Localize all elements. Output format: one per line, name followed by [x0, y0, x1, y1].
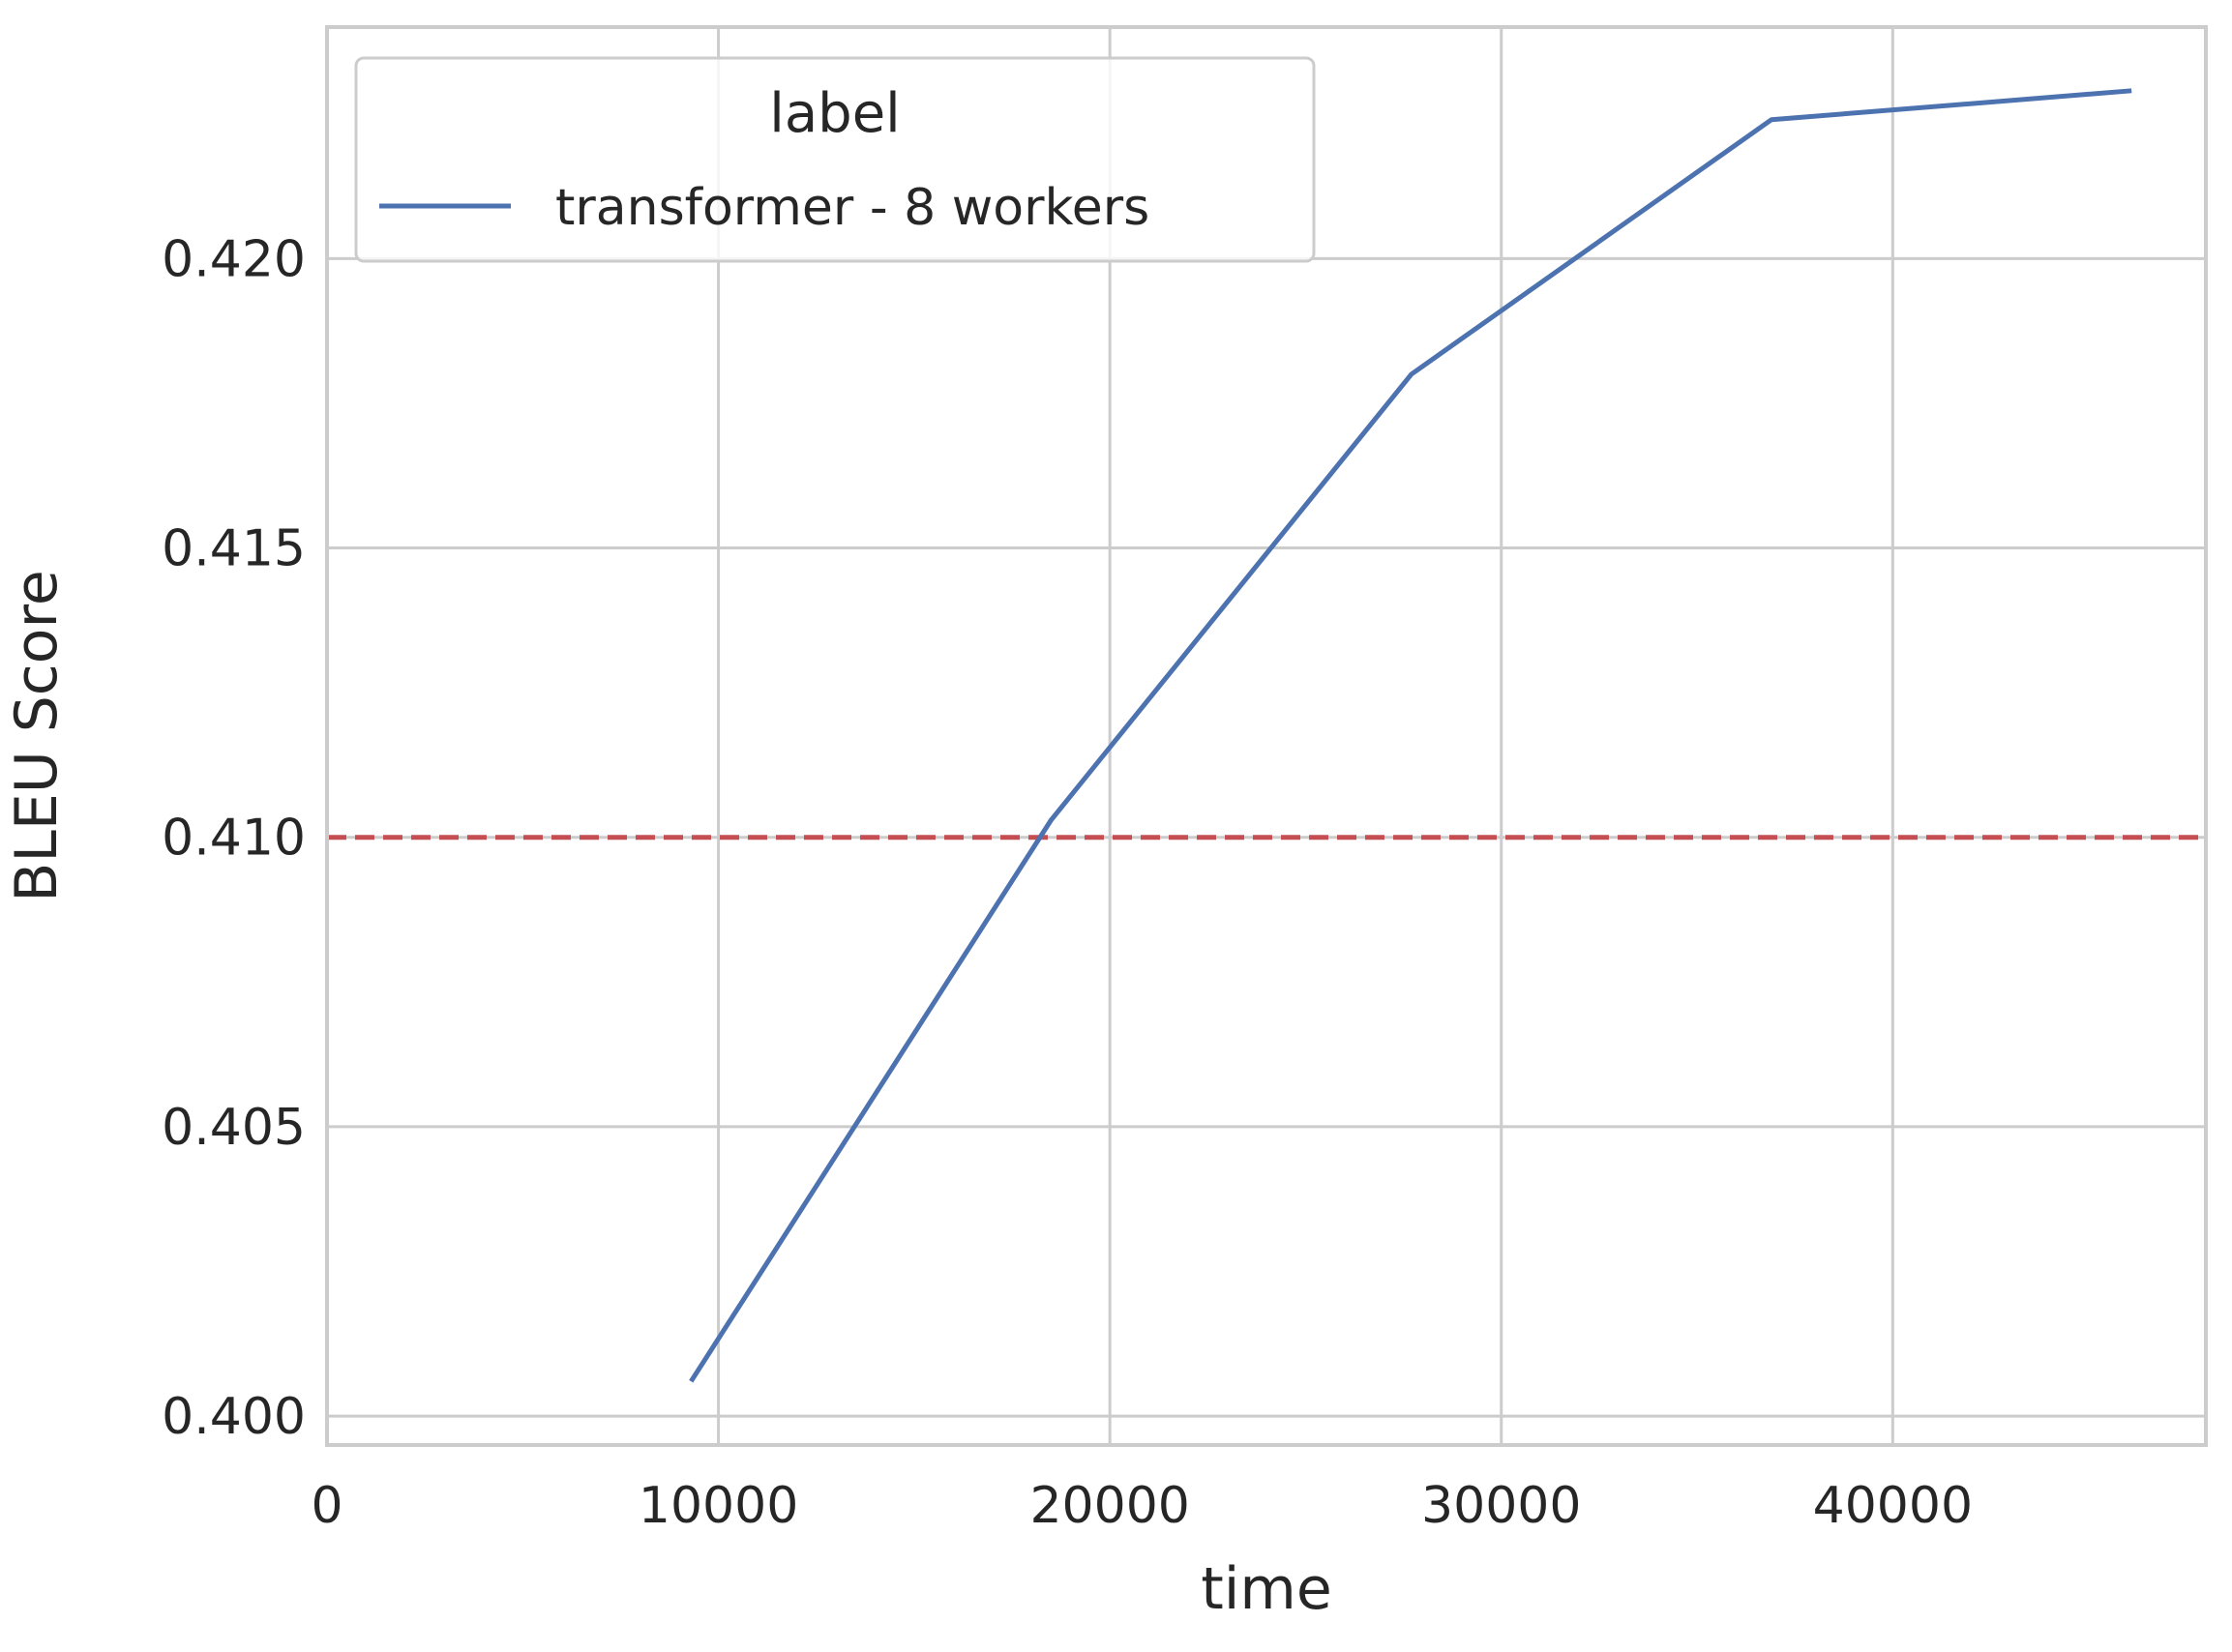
x-tick-label: 0	[311, 1477, 342, 1535]
y-tick-labels: 0.400 0.405 0.410 0.415 0.420	[162, 230, 306, 1446]
y-tick-label: 0.405	[162, 1099, 306, 1157]
legend-title: label	[769, 82, 900, 145]
plot-frame	[325, 25, 2208, 1447]
grid	[325, 27, 2206, 1445]
y-tick-label: 0.400	[162, 1388, 306, 1446]
x-tick-label: 30000	[1421, 1477, 1581, 1535]
y-axis-label: BLEU Score	[3, 570, 71, 902]
series-lines	[689, 88, 2132, 1383]
legend-entry-label: transformer - 8 workers	[555, 179, 1149, 237]
legend-box	[354, 56, 1316, 263]
x-axis-label: time	[1201, 1555, 1332, 1623]
x-tick-label: 40000	[1813, 1477, 1973, 1535]
y-tick-label: 0.410	[162, 810, 306, 868]
x-tick-label: 20000	[1029, 1477, 1189, 1535]
x-tick-labels: 0 10000 20000 30000 40000	[311, 1477, 1973, 1535]
y-tick-label: 0.420	[162, 230, 306, 288]
x-tick-label: 10000	[639, 1477, 798, 1535]
legend: label transformer - 8 workers	[354, 56, 1316, 263]
series-line	[689, 88, 2132, 1383]
y-tick-label: 0.415	[162, 520, 306, 578]
